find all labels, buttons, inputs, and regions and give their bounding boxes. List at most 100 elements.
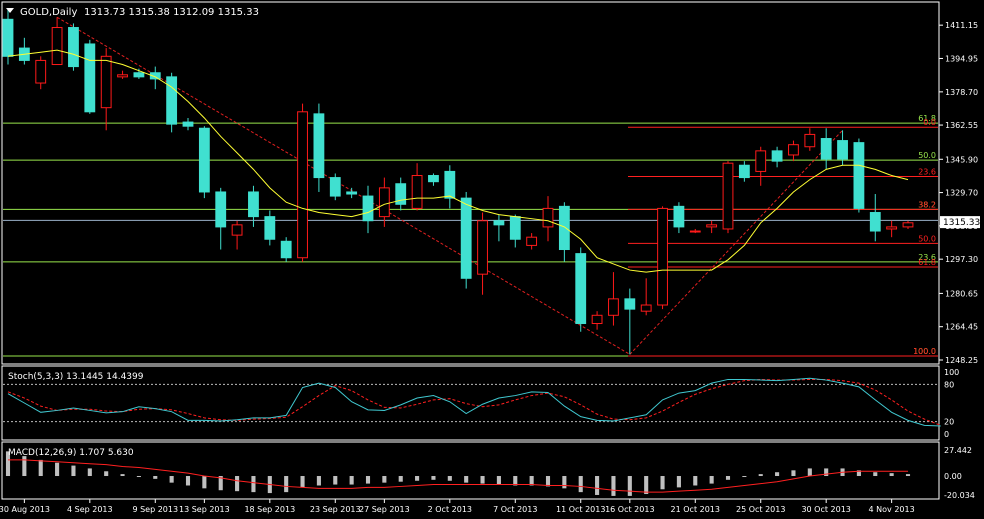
- candle: [689, 228, 701, 234]
- macd-title: MACD(12,26,9) 1.707 5.630: [8, 448, 134, 458]
- time-tick-label: 4 Sep 2013: [67, 505, 113, 514]
- candle: [608, 272, 619, 326]
- macd-histogram-bar: [333, 476, 338, 485]
- time-tick-label: 18 Sep 2013: [244, 505, 295, 514]
- fib-label-green: 23.6: [918, 253, 936, 262]
- macd-histogram-bar: [71, 465, 76, 477]
- candle-body-bearish: [313, 113, 325, 179]
- macd-histogram-bar: [447, 476, 452, 481]
- fib-label-red: 61.8: [918, 258, 936, 267]
- macd-histogram-bar: [562, 476, 567, 489]
- candle: [231, 220, 243, 250]
- candle: [428, 173, 439, 186]
- candle-body-bullish: [640, 304, 652, 312]
- candle: [853, 138, 865, 213]
- time-tick-label: 30 Oct 2013: [801, 505, 850, 514]
- time-tick-label: 23 Sep 2013: [310, 505, 361, 514]
- macd-histogram-bar: [742, 476, 747, 478]
- macd-histogram-bar: [758, 474, 763, 477]
- fib-label-red: 23.6: [918, 168, 936, 177]
- candle: [444, 165, 456, 209]
- candle: [869, 194, 881, 242]
- candle-body-bearish: [444, 170, 456, 199]
- candle-body-bearish: [853, 142, 865, 209]
- candle: [248, 185, 259, 227]
- candle-body-bearish: [133, 72, 145, 78]
- candle-body-bearish: [395, 183, 407, 205]
- candle-body-bearish: [198, 127, 210, 193]
- fib-label-red: 38.2: [918, 200, 936, 209]
- macd-histogram-bar: [218, 476, 223, 491]
- fib-label-red: 50.0: [918, 234, 936, 243]
- candle: [493, 214, 505, 242]
- stochastic-pane-frame: [1, 365, 940, 441]
- candle: [378, 177, 390, 227]
- candle-body-bullish: [51, 27, 63, 66]
- candle-body-bullish: [477, 220, 488, 275]
- candle: [329, 173, 341, 201]
- price-tick-label: 1264.45: [945, 323, 978, 332]
- candle-body-bullish: [902, 222, 914, 228]
- candle-body-bearish: [149, 72, 161, 80]
- candle-body-bearish: [493, 220, 505, 226]
- macd-histogram-bar: [578, 476, 583, 493]
- candle-body-bearish: [68, 27, 79, 68]
- trendline-up: [629, 129, 843, 355]
- ohlc-values: 1313.73 1315.38 1312.09 1315.33: [84, 7, 259, 18]
- macd-pane-frame: [1, 441, 940, 500]
- fib-label-green: 38.2: [918, 200, 936, 209]
- candle-body-bearish: [673, 205, 685, 228]
- macd-histogram-bar: [660, 476, 665, 490]
- candle-body-bearish: [558, 205, 570, 251]
- candle-body-bearish: [460, 197, 472, 279]
- macd-histogram-bar: [529, 476, 534, 486]
- candle: [788, 140, 799, 162]
- macd-histogram-bar: [235, 476, 240, 492]
- macd-histogram-bar: [202, 476, 207, 489]
- candle: [820, 128, 832, 170]
- candle: [2, 9, 14, 65]
- time-tick-label: 25 Oct 2013: [736, 505, 785, 514]
- macd-histogram-bar: [153, 476, 158, 479]
- candle: [640, 278, 652, 316]
- candle: [542, 196, 554, 242]
- candle: [215, 187, 227, 250]
- stochastic-pane[interactable]: 100 80 20 0 Stoch(5,3,3) 13.1445 14.4399: [1, 365, 959, 441]
- candle: [706, 220, 718, 234]
- candle-body-bullish: [689, 230, 701, 233]
- macd-pane[interactable]: 27.442 0.00 -20.034 MACD(12,26,9) 1.707 5.6…: [1, 441, 975, 500]
- macd-histogram-bar: [5, 451, 11, 477]
- candle: [460, 191, 472, 289]
- symbol-label: GOLD,Daily: [20, 7, 77, 18]
- macd-histogram-bar: [807, 468, 812, 477]
- macd-histogram-bar: [120, 474, 125, 477]
- fib-label-red: 0.0: [923, 118, 936, 127]
- candle-body-bullish: [706, 224, 718, 228]
- price-tick-label: 1329.70: [945, 189, 978, 198]
- candle: [575, 247, 587, 332]
- chart-header: GOLD,Daily 1313.73 1315.38 1312.09 1315.…: [6, 7, 259, 18]
- candle: [149, 66, 161, 90]
- macd-tick-label: 0.00: [944, 472, 962, 481]
- time-tick-label: 13 Sep 2013: [179, 505, 230, 514]
- stochastic-tick-label: 100: [944, 368, 959, 377]
- price-tick-label: 1394.95: [945, 54, 978, 63]
- candle-body-bearish: [215, 191, 227, 228]
- price-tick-label: 1362.55: [945, 121, 978, 130]
- time-tick-label: 30 Aug 2013: [0, 505, 50, 514]
- macd-histogram-bar: [856, 470, 861, 477]
- candle: [591, 311, 603, 330]
- candle-body-bearish: [509, 216, 521, 240]
- candle: [280, 237, 292, 262]
- candle-body-bullish: [411, 175, 423, 209]
- fib-label-green: 61.8: [918, 114, 936, 123]
- macd-histogram-bar: [136, 476, 141, 478]
- candle: [297, 103, 308, 262]
- macd-signal-line: [8, 459, 908, 493]
- time-tick-label: 27 Sep 2013: [359, 505, 410, 514]
- dropdown-arrow-icon[interactable]: [6, 8, 14, 13]
- candle: [84, 39, 96, 114]
- macd-tick-label: 27.442: [944, 446, 972, 455]
- macd-histogram-bar: [873, 472, 878, 477]
- candle: [722, 161, 734, 234]
